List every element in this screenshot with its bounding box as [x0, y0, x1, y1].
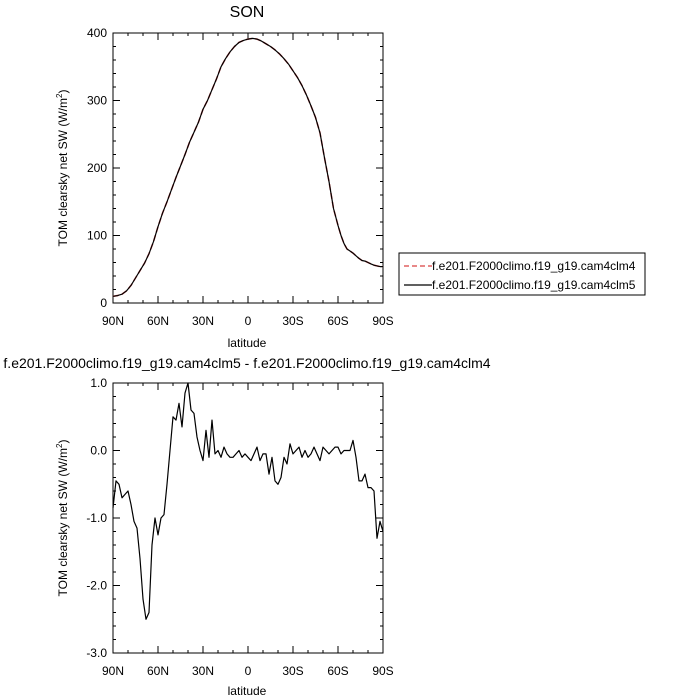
bottom-y-tick-label: 0.0: [90, 444, 107, 458]
top-x-tick-label: 30N: [192, 314, 214, 328]
bottom-y-axis-label: TOM clearsky net SW (W/m2): [55, 440, 70, 597]
top-plot-frame: [112, 32, 384, 304]
top-x-tick-label: 60S: [327, 314, 348, 328]
bottom-chart-title: f.e201.F2000climo.f19_g19.cam4clm5 - f.e…: [3, 355, 490, 371]
bottom-plot-frame: [112, 382, 384, 654]
top-x-tick-label: 30S: [282, 314, 303, 328]
bottom-x-tick-label: 60S: [327, 664, 348, 678]
top-series-line-1: [112, 37, 383, 297]
bottom-y-tick-label: -1.0: [86, 511, 107, 525]
bottom-x-tick-label: 0: [245, 664, 252, 678]
top-x-tick-label: 0: [245, 314, 252, 328]
legend-label-cam4clm4: f.e201.F2000climo.f19_g19.cam4clm4: [432, 259, 636, 273]
bottom-x-tick-label: 30N: [192, 664, 214, 678]
bottom-x-tick-label: 90S: [372, 664, 393, 678]
top-x-tick-label: 60N: [147, 314, 169, 328]
bottom-panel: f.e201.F2000climo.f19_g19.cam4clm5 - f.e…: [3, 355, 490, 698]
top-y-tick-label: 200: [87, 161, 107, 175]
top-x-tick-label: 90N: [102, 314, 124, 328]
bottom-y-tick-label: -2.0: [86, 579, 107, 593]
top-y-tick-label: 100: [87, 229, 107, 243]
bottom-y-axis-label-main: TOM clearsky net SW (W/m: [56, 448, 70, 596]
top-x-axis-label: latitude: [228, 336, 267, 350]
bottom-y-tick-label: 1.0: [90, 376, 107, 390]
top-x-tick-label: 90S: [372, 314, 393, 328]
legend: f.e201.F2000climo.f19_g19.cam4clm4 f.e20…: [398, 252, 646, 296]
bottom-x-tick-label: 90N: [102, 664, 124, 678]
top-y-tick-label: 400: [87, 26, 107, 40]
top-y-axis-label-close: ): [56, 90, 70, 94]
bottom-x-tick-label: 30S: [282, 664, 303, 678]
top-y-axis-label: TOM clearsky net SW (W/m2): [55, 90, 70, 247]
top-y-tick-label: 300: [87, 94, 107, 108]
legend-box: [398, 252, 646, 296]
bottom-y-axis-label-sup: 2: [55, 443, 64, 448]
bottom-x-axis-label: latitude: [228, 684, 267, 698]
bottom-x-tick-label: 60N: [147, 664, 169, 678]
top-series-line-0: [112, 37, 383, 298]
top-y-axis-label-sup: 2: [55, 93, 64, 98]
top-y-tick-label: 0: [100, 296, 107, 310]
bottom-series-line-0: [112, 382, 384, 620]
bottom-y-axis-label-close: ): [56, 440, 70, 444]
legend-label-cam4clm5: f.e201.F2000climo.f19_g19.cam4clm5: [432, 278, 636, 292]
top-panel: SON 90N 60N 30N 0 30S 60S 90S 0 100 200 300 400 lat…: [55, 4, 646, 350]
bottom-y-tick-label: -3.0: [86, 646, 107, 660]
top-y-axis-label-main: TOM clearsky net SW (W/m: [56, 98, 70, 246]
top-chart-title: SON: [230, 4, 265, 21]
